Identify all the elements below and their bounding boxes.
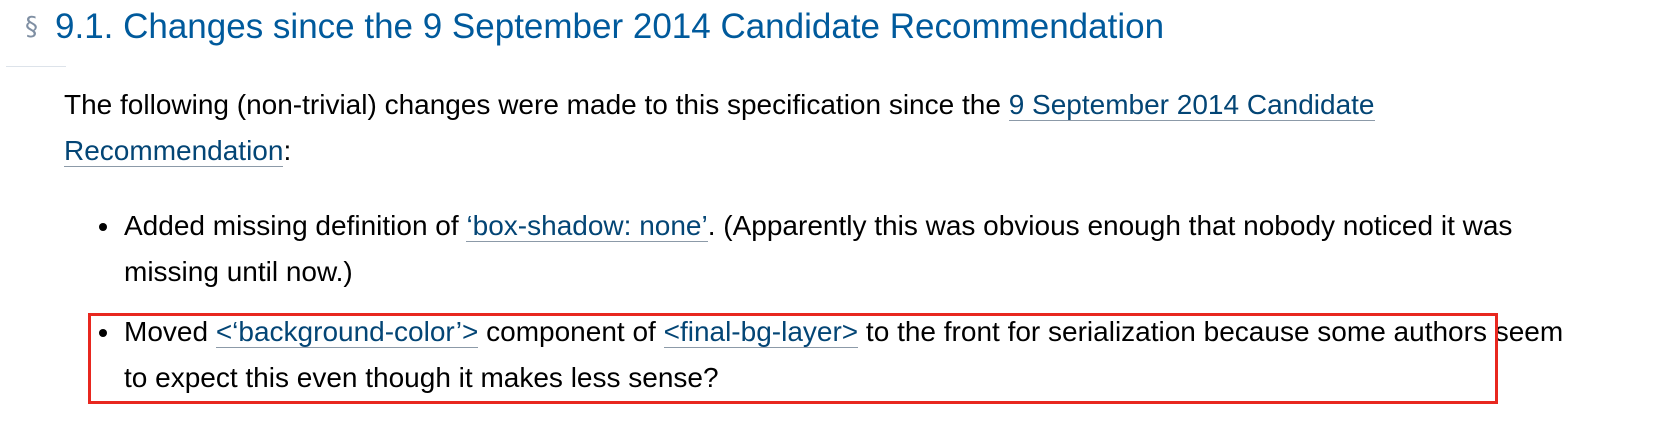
box-shadow-none-link[interactable]: ‘box-shadow: none’ — [466, 210, 708, 242]
section-heading: § 9.1. Changes since the 9 September 201… — [25, 2, 1164, 52]
change-text: component of — [478, 316, 664, 347]
heading-divider — [6, 66, 66, 67]
intro-colon: : — [283, 135, 292, 166]
candidate-recommendation-link[interactable]: 9 September 2014 Candidate Recommendatio… — [64, 89, 1375, 167]
changes-list: Added missing definition of ‘box-shadow:… — [95, 203, 1575, 401]
heading-title: 9.1. Changes since the 9 September 2014 … — [55, 7, 1165, 46]
bullet-icon — [99, 223, 107, 231]
final-bg-layer-link[interactable]: <final-bg-layer> — [663, 316, 859, 348]
change-text: Moved — [124, 316, 216, 347]
intro-text: The following (non-trivial) changes were… — [64, 89, 1009, 120]
change-text: Added missing definition of — [124, 210, 467, 241]
background-color-link[interactable]: <‘background-color’> — [215, 316, 479, 348]
list-item: Moved <‘background-color’> component of … — [95, 309, 1575, 401]
section-anchor-link[interactable]: § — [25, 12, 38, 42]
change-text: to the front for serialization because s… — [124, 316, 1564, 393]
change-text: . (Apparently this was obvious enough th… — [124, 210, 1513, 287]
bullet-icon — [99, 329, 107, 337]
intro-paragraph: The following (non-trivial) changes were… — [64, 82, 1594, 174]
list-item: Added missing definition of ‘box-shadow:… — [95, 203, 1575, 295]
